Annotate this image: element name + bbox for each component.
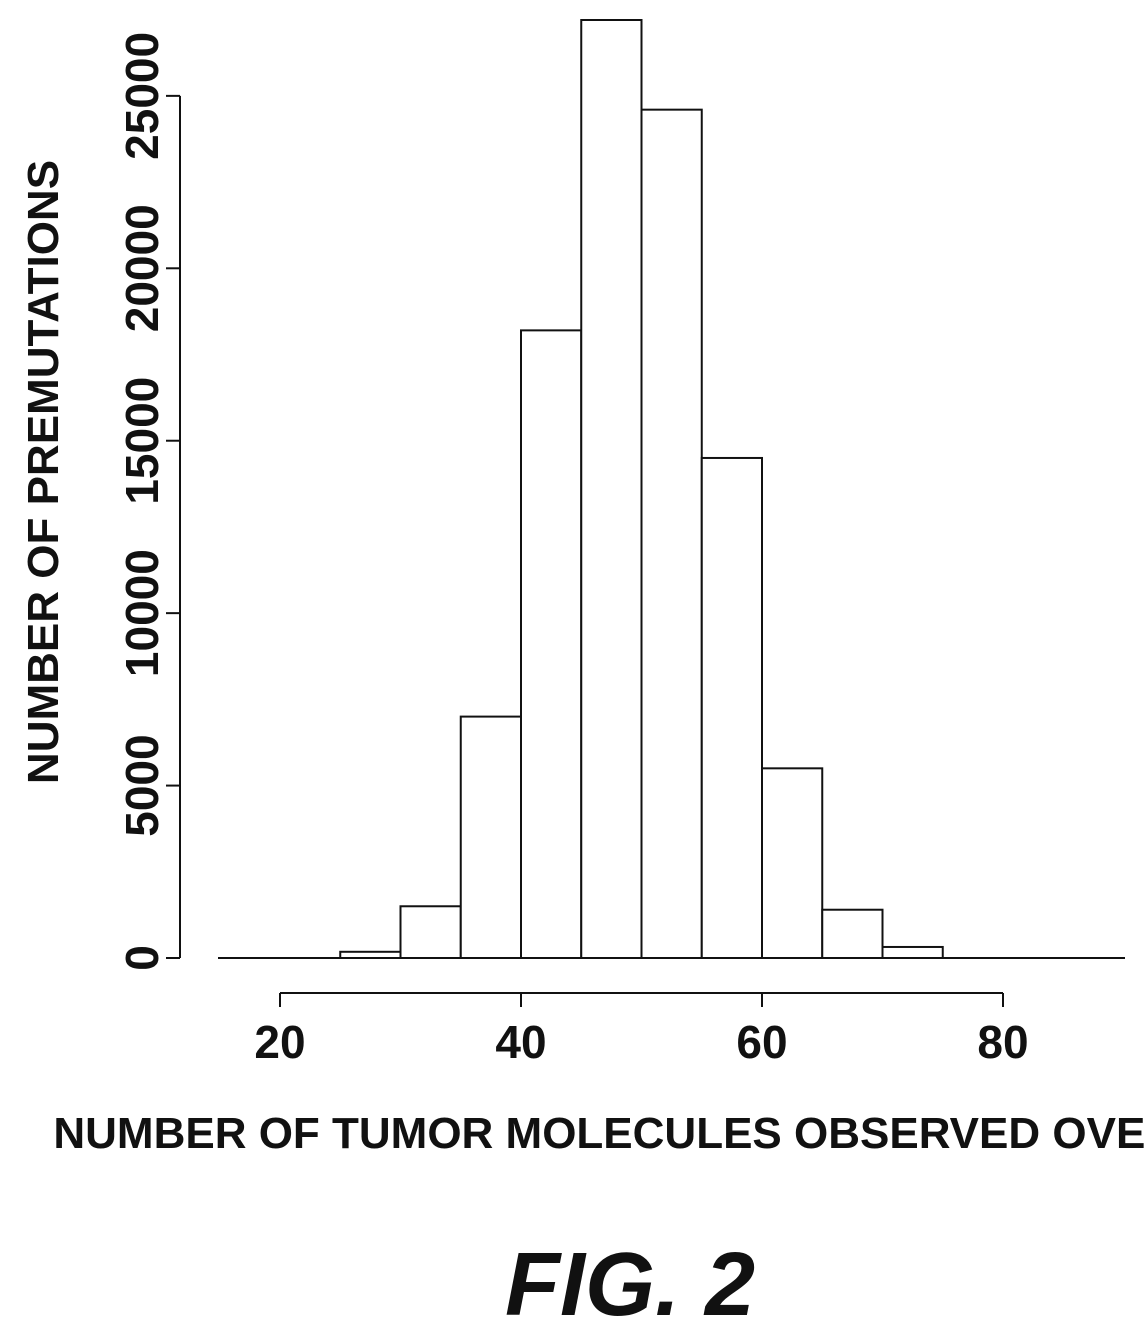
x-tick-label: 40 <box>495 1016 546 1068</box>
histogram-bars <box>340 20 943 958</box>
histogram-bar <box>762 768 822 958</box>
y-tick-label: 15000 <box>116 377 168 505</box>
y-tick-label: 20000 <box>116 204 168 332</box>
x-axis-title: NUMBER OF TUMOR MOLECULES OBSERVED OVERA… <box>53 1109 1145 1158</box>
histogram-bar <box>521 330 581 958</box>
y-tick-label: 25000 <box>116 32 168 160</box>
histogram-bar <box>822 910 882 958</box>
figure-caption: FIG. 2 <box>505 1235 755 1335</box>
x-tick-label: 20 <box>254 1016 305 1068</box>
x-axis: 20 40 60 80 <box>254 993 1028 1068</box>
y-tick-label: 5000 <box>116 734 168 836</box>
x-tick-label: 80 <box>977 1016 1028 1068</box>
y-axis: 0 5000 10000 15000 20000 25000 <box>116 32 180 971</box>
x-tick-label: 60 <box>736 1016 787 1068</box>
histogram-bar <box>461 717 521 958</box>
y-tick-label: 0 <box>116 945 168 971</box>
y-tick-label: 10000 <box>116 549 168 677</box>
histogram-bar <box>581 20 641 958</box>
y-axis-title: NUMBER OF PREMUTATIONS <box>19 160 68 784</box>
histogram-bar <box>883 947 943 958</box>
histogram-bar <box>702 458 762 958</box>
histogram-bar <box>642 110 702 958</box>
histogram-bar <box>401 906 461 958</box>
